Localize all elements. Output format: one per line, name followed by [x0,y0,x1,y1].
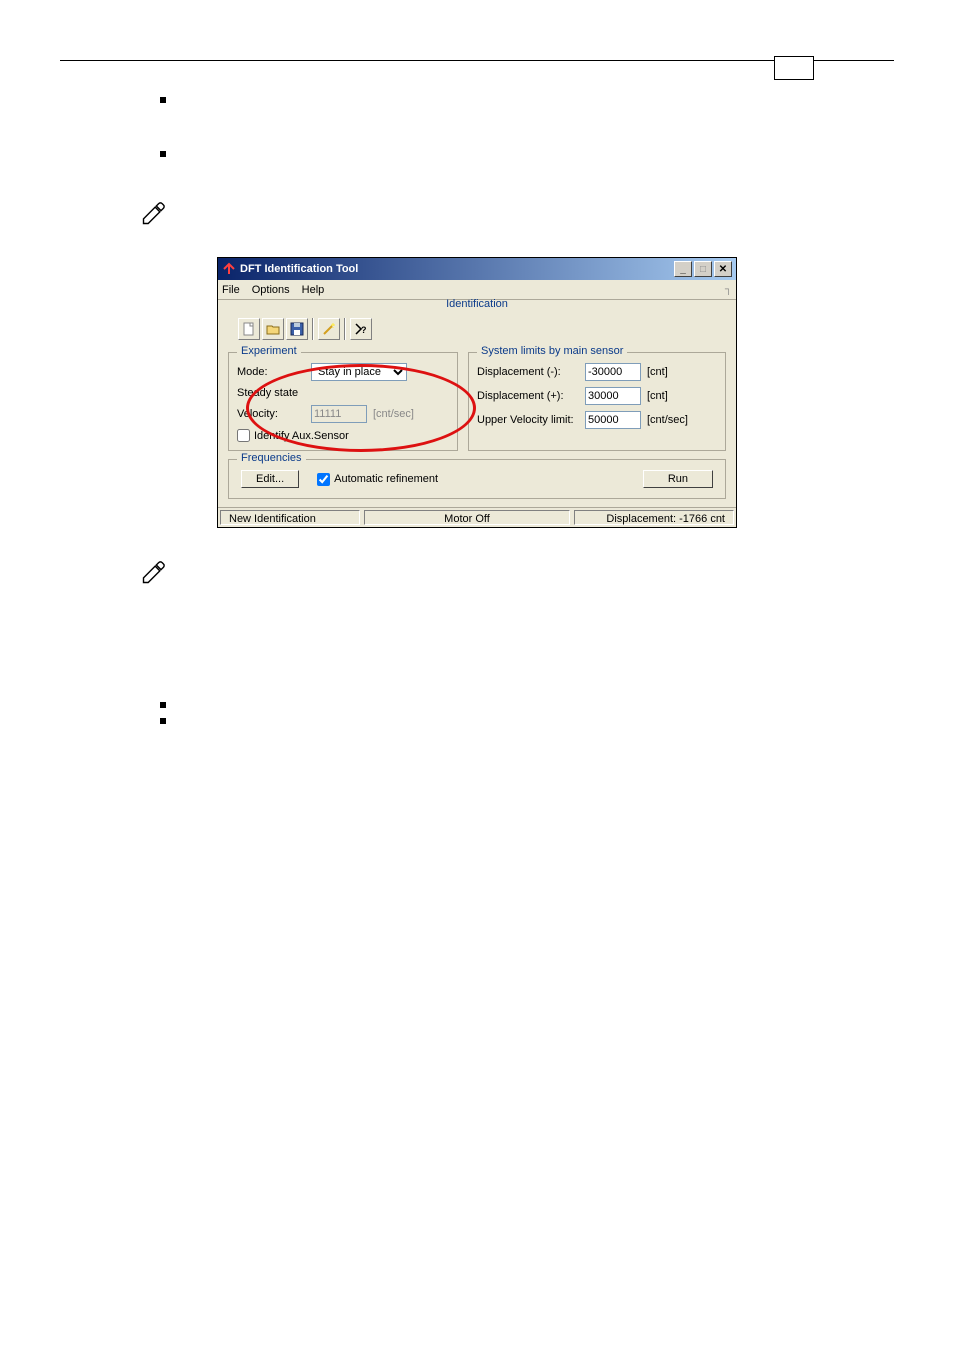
bullet-dot-icon [160,151,166,157]
header-rule [60,60,894,61]
close-button[interactable]: ✕ [714,261,732,277]
menubar: File Options Help ┐ [218,280,736,300]
velocity-label: Velocity: [237,408,311,420]
bullet-item [160,712,894,724]
velocity-input [311,405,367,423]
disp-pos-label: Displacement (+): [477,390,585,402]
note-pencil-icon [140,199,168,227]
identify-aux-label: Identify Aux.Sensor [254,430,349,442]
whats-this-button[interactable]: ? [350,318,372,340]
status-left: New Identification [220,510,360,525]
titlebar: DFT Identification Tool _ □ ✕ [218,258,736,280]
edit-button[interactable]: Edit... [241,470,299,488]
identify-aux-checkbox[interactable] [237,429,250,442]
mode-label: Mode: [237,366,311,378]
limits-group: System limits by main sensor Displacemen… [468,352,726,451]
disp-pos-unit: [cnt] [647,390,668,402]
bullet-text [180,145,184,161]
statusbar: New Identification Motor Off Displacemen… [218,507,736,527]
bullet-text [180,91,184,107]
bullet-dot-icon [160,97,166,103]
frequencies-group: Frequencies Edit... Automatic refinement… [228,459,726,499]
bullet-dot-icon [160,718,166,724]
bullet-item [160,145,894,161]
svg-text:?: ? [361,325,367,335]
status-center: Motor Off [364,510,570,525]
auto-refinement-checkbox[interactable] [317,473,330,486]
menu-file[interactable]: File [222,284,240,296]
note-block [140,558,894,586]
disp-neg-label: Displacement (-): [477,366,585,378]
bullet-dot-icon [160,702,166,708]
menu-chevron-icon[interactable]: ┐ [725,284,732,295]
disp-neg-input[interactable] [585,363,641,381]
bullet-item [160,696,894,708]
frequencies-group-title: Frequencies [237,452,306,464]
vel-limit-input[interactable] [585,411,641,429]
new-button[interactable] [238,318,260,340]
menu-options[interactable]: Options [252,284,290,296]
bullet-item [160,91,894,107]
steady-state-label: Steady state [237,387,311,399]
menu-help[interactable]: Help [302,284,325,296]
window-title: DFT Identification Tool [240,263,672,275]
page-number-box [774,56,814,80]
toolbar-separator [344,318,346,340]
note-pencil-icon [140,558,168,586]
maximize-button[interactable]: □ [694,261,712,277]
experiment-group-title: Experiment [237,345,301,357]
toolbar-separator [312,318,314,340]
note-block [140,199,894,227]
save-button[interactable] [286,318,308,340]
toolbar: ? [238,318,726,340]
app-icon [222,262,236,276]
velocity-unit: [cnt/sec] [373,408,414,420]
vel-limit-label: Upper Velocity limit: [477,414,585,426]
experiment-group: Experiment Mode: Stay in place Steady st… [228,352,458,451]
disp-pos-input[interactable] [585,387,641,405]
dft-window: DFT Identification Tool _ □ ✕ File Optio… [217,257,737,528]
vel-limit-unit: [cnt/sec] [647,414,688,426]
run-button[interactable]: Run [643,470,713,488]
open-button[interactable] [262,318,284,340]
mode-select[interactable]: Stay in place [311,363,407,381]
minimize-button[interactable]: _ [674,261,692,277]
auto-refinement-label: Automatic refinement [334,473,438,485]
status-right: Displacement: -1766 cnt [574,510,734,525]
limits-group-title: System limits by main sensor [477,345,627,357]
disp-neg-unit: [cnt] [647,366,668,378]
wand-button[interactable] [318,318,340,340]
